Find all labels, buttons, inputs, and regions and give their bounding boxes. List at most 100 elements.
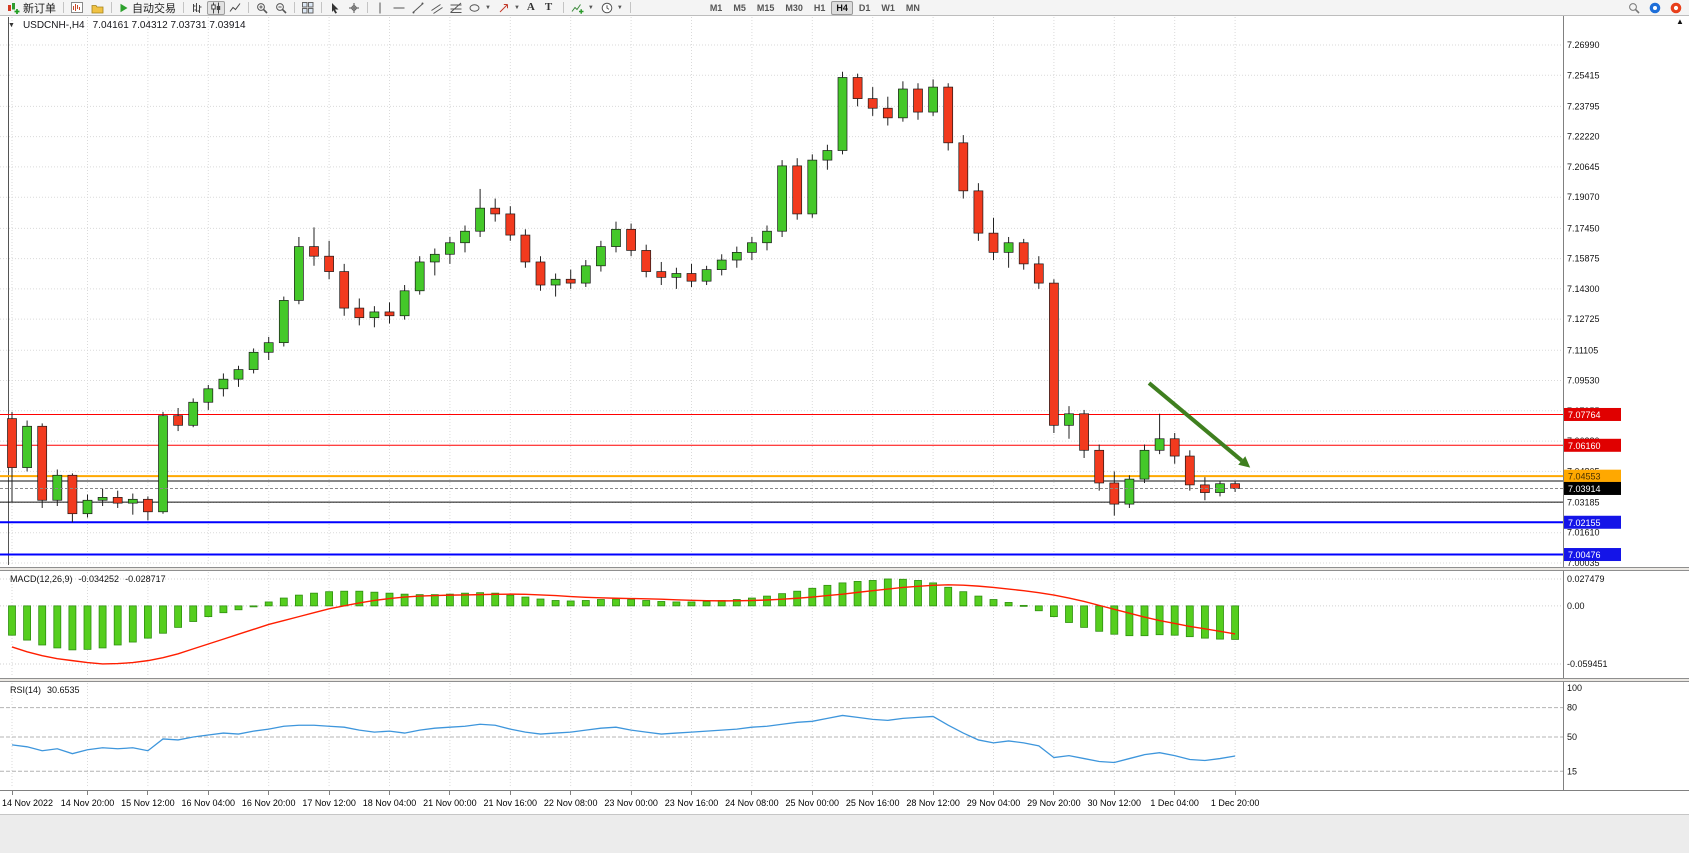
svg-text:7.04553: 7.04553 xyxy=(1568,472,1601,482)
channel-button[interactable] xyxy=(428,1,446,15)
panel-divider[interactable] xyxy=(0,678,1689,682)
timeframe-h1-button[interactable]: H1 xyxy=(813,2,826,13)
macd-signal-line xyxy=(11,584,1236,665)
vertical-line-icon xyxy=(379,2,381,13)
crosshair-button[interactable] xyxy=(345,1,363,15)
time-axis-label: 29 Nov 20:00 xyxy=(1027,798,1081,808)
time-axis-tick xyxy=(1234,791,1236,795)
time-axis-label: 21 Nov 16:00 xyxy=(483,798,538,808)
zoom-out-icon xyxy=(276,2,287,14)
autotrading-icon xyxy=(120,3,128,12)
vertical-line-button[interactable] xyxy=(372,1,389,15)
svg-text:7.20645: 7.20645 xyxy=(1567,162,1600,172)
rsi-panel[interactable]: 100 80 50 15 xyxy=(0,682,1689,790)
zoom-in-button[interactable] xyxy=(253,1,271,15)
timeframe-h4-button[interactable]: H4 xyxy=(831,0,853,15)
time-axis-tick xyxy=(570,791,572,795)
text-tool-button[interactable]: A xyxy=(524,1,541,15)
chart-scroll-marker-icon[interactable]: ▲ xyxy=(1676,17,1684,26)
svg-text:80: 80 xyxy=(1567,703,1577,713)
charts-menu-icon xyxy=(71,1,83,13)
toolbar-right-group xyxy=(1625,1,1685,15)
main-chart-panel[interactable]: 7.26990 7.25415 7.23795 7.22220 7.20645 7.190… xyxy=(0,16,1689,567)
main-toolbar: 新订单 自动交易 xyxy=(0,0,1689,16)
chevron-down-icon: ▼ xyxy=(587,4,594,11)
chart-menu-icon[interactable]: ▼ xyxy=(8,22,15,29)
time-axis-tick xyxy=(691,791,692,795)
timeframe-m1-button[interactable]: M1 xyxy=(709,2,723,13)
shapes-icon xyxy=(469,3,480,12)
new-order-label: 新订单 xyxy=(23,2,56,15)
time-axis-tick xyxy=(811,791,813,795)
macd-panel[interactable]: 0.027479 0.00 -0.059451 xyxy=(0,571,1689,678)
svg-text:7.26990: 7.26990 xyxy=(1567,40,1600,50)
timeframe-buttons: M1 M5 M15 M30 H1 H4 D1 W1 MN xyxy=(705,0,925,15)
timeframe-d1-button[interactable]: D1 xyxy=(858,2,871,13)
toolbar-separator xyxy=(321,2,322,13)
time-axis-label: 22 Nov 08:00 xyxy=(543,798,598,808)
charts-menu-button[interactable] xyxy=(68,1,87,15)
indicators-icon xyxy=(571,3,584,14)
svg-text:7.15875: 7.15875 xyxy=(1567,254,1600,264)
community-button[interactable] xyxy=(1646,1,1664,15)
time-axis-tick xyxy=(1174,791,1176,795)
autotrading-button[interactable]: 自动交易 xyxy=(116,1,179,15)
shapes-button[interactable]: ▼ xyxy=(466,1,494,15)
search-button[interactable] xyxy=(1625,1,1643,15)
indicators-button[interactable]: ▼ xyxy=(568,1,597,15)
panel-divider[interactable] xyxy=(0,567,1689,571)
new-order-icon xyxy=(8,2,20,14)
time-axis-label: 25 Nov 00:00 xyxy=(785,798,840,808)
svg-text:7.03914: 7.03914 xyxy=(1568,484,1601,494)
candlestick-type-button[interactable] xyxy=(207,0,225,15)
ohlc-values: 7.04161 7.04312 7.03731 7.03914 xyxy=(92,20,246,31)
cursor-button[interactable] xyxy=(326,1,344,15)
macd-grid xyxy=(0,572,1563,676)
rsi-label: RSI(14) xyxy=(10,685,42,695)
time-axis-label: 21 Nov 00:00 xyxy=(423,798,477,808)
horizontal-line-button[interactable] xyxy=(390,1,408,15)
svg-text:7.14300: 7.14300 xyxy=(1567,284,1600,294)
timeframe-m30-button[interactable]: M30 xyxy=(785,2,803,13)
rsi-grid xyxy=(0,683,1563,788)
candlestick-series xyxy=(7,71,1240,523)
svg-text:-0.059451: -0.059451 xyxy=(1567,659,1608,669)
periods-button[interactable]: ▼ xyxy=(598,1,626,15)
candlestick-type-icon xyxy=(211,2,221,13)
time-axis-label: 30 Nov 12:00 xyxy=(1087,798,1142,808)
fibonacci-icon xyxy=(450,2,462,13)
time-axis-tick xyxy=(87,791,88,795)
chevron-down-icon: ▼ xyxy=(513,4,520,11)
arrows-button[interactable]: ▼ xyxy=(495,1,523,15)
time-axis[interactable]: 14 Nov 2022 14 Nov 20:00 15 Nov 12:00 16 No… xyxy=(0,790,1689,814)
profiles-button[interactable] xyxy=(88,1,107,15)
search-icon xyxy=(1629,2,1640,14)
horizontal-level-lines[interactable] xyxy=(0,413,1563,556)
price-line-value-labels: 7.07764 7.06160 7.04553 7.02155 7.00476 7.039… xyxy=(1564,407,1621,562)
trendline-button[interactable] xyxy=(409,1,427,15)
community-icon xyxy=(1649,2,1661,13)
tile-windows-button[interactable] xyxy=(299,1,317,15)
timeframe-mn-button[interactable]: MN xyxy=(905,2,920,13)
svg-text:7.00035: 7.00035 xyxy=(1567,558,1600,567)
macd-histogram xyxy=(8,578,1239,651)
trend-arrow-annotation[interactable] xyxy=(1147,381,1251,468)
label-tool-button[interactable]: T xyxy=(542,1,559,15)
zoom-out-button[interactable] xyxy=(272,1,290,15)
svg-text:50: 50 xyxy=(1567,732,1577,742)
bar-chart-type-button[interactable] xyxy=(188,1,206,15)
new-order-button[interactable]: 新订单 xyxy=(4,1,59,15)
time-axis-tick xyxy=(872,791,874,795)
symbol-period-label: USDCNH-,H4 xyxy=(22,20,85,31)
record-button[interactable] xyxy=(1667,1,1685,15)
rsi-line xyxy=(11,714,1236,764)
time-axis-label: 14 Nov 20:00 xyxy=(60,798,115,808)
timeframe-m5-button[interactable]: M5 xyxy=(733,2,746,13)
time-axis-tick xyxy=(630,791,632,795)
time-axis-label: 23 Nov 16:00 xyxy=(664,798,719,808)
fibonacci-button[interactable] xyxy=(447,1,465,15)
line-chart-type-button[interactable] xyxy=(226,1,244,15)
timeframe-m15-button[interactable]: M15 xyxy=(756,2,775,13)
timeframe-w1-button[interactable]: W1 xyxy=(881,2,895,13)
macd-axis-labels: 0.027479 0.00 -0.059451 xyxy=(1567,574,1608,669)
